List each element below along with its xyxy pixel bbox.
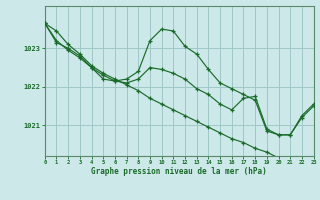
X-axis label: Graphe pression niveau de la mer (hPa): Graphe pression niveau de la mer (hPa) bbox=[91, 167, 267, 176]
